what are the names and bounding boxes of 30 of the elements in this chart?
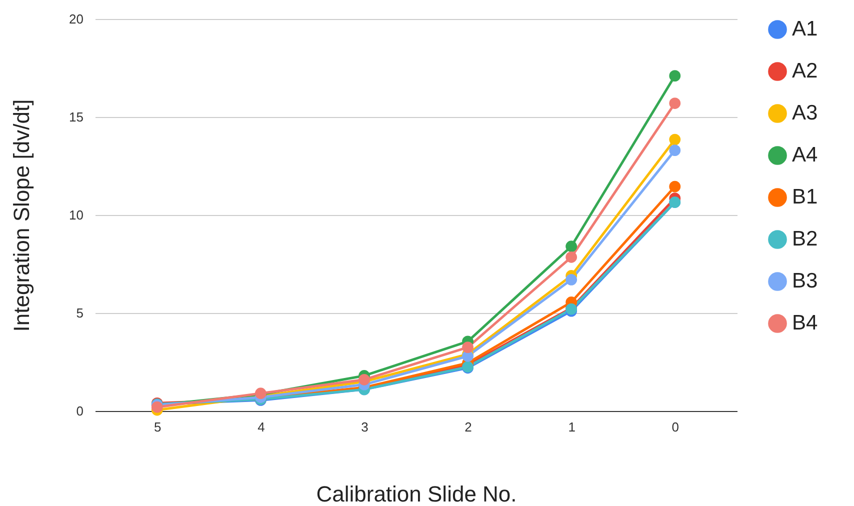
point (566, 274, 578, 286)
point (669, 134, 681, 146)
point (669, 98, 681, 109)
point (669, 70, 681, 82)
y-tick-label: 15 (69, 110, 84, 124)
point (669, 144, 681, 156)
legend-label: A2 (792, 60, 818, 82)
legend-label: B3 (792, 270, 818, 292)
x-tick-label: 0 (672, 420, 679, 434)
legend-label: A4 (792, 144, 818, 166)
legend-label: A1 (792, 18, 818, 40)
x-tick-label: 5 (154, 420, 162, 434)
y-tick-label: 20 (69, 12, 84, 26)
x-tick-label: 4 (258, 420, 265, 434)
x-tick-label: 1 (568, 420, 576, 434)
x-tick-label: 3 (361, 420, 368, 434)
legend-label: B4 (792, 312, 818, 334)
legend-label: B2 (792, 228, 818, 250)
x-axis-title: Calibration Slide No. (316, 482, 517, 506)
legend-label: A3 (792, 102, 818, 124)
y-axis-title: Integration Slope [dv/dt] (9, 99, 34, 332)
point (669, 180, 681, 192)
legend-label: B1 (792, 186, 818, 208)
y-tick-label: 0 (76, 404, 84, 418)
point (566, 251, 578, 263)
y-tick-label: 5 (76, 306, 84, 320)
y-tick-label: 10 (69, 208, 84, 222)
x-tick-label: 2 (464, 420, 472, 434)
point (462, 342, 474, 353)
point (566, 240, 578, 252)
